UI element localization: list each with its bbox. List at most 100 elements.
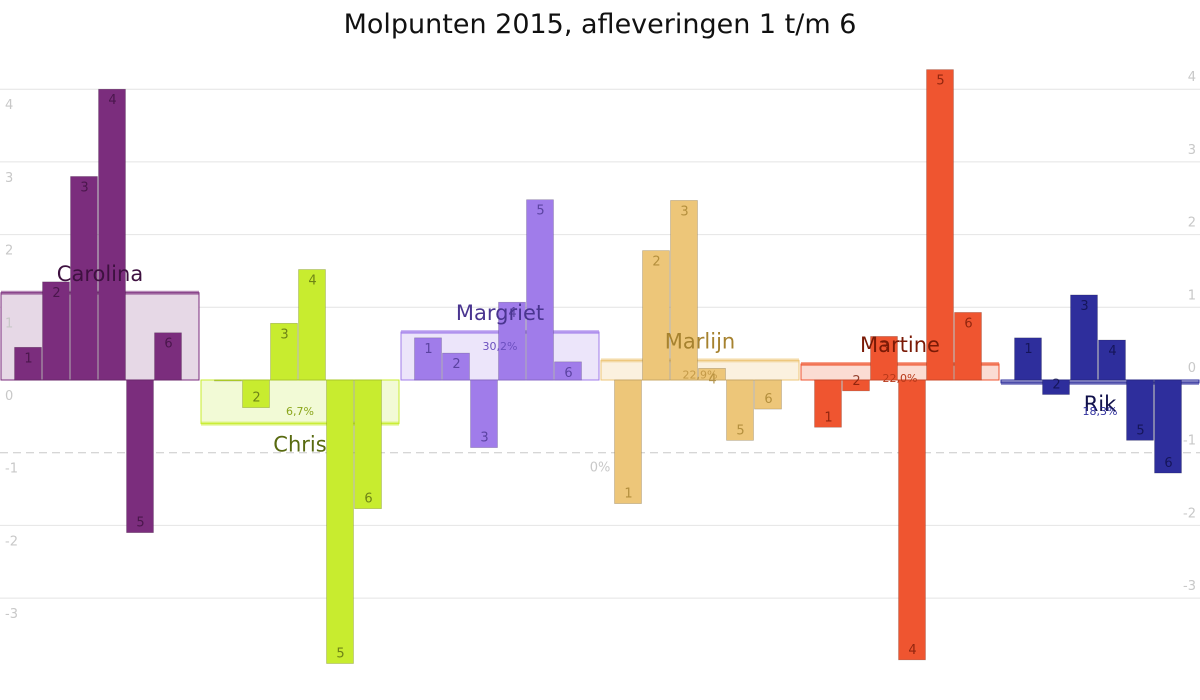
series-groups: 123456Carolina23456Chris6,7%123456Margri… bbox=[0, 69, 1200, 664]
series-name-label: Carolina bbox=[57, 262, 143, 286]
bar-label: 4 bbox=[908, 643, 916, 658]
bar bbox=[42, 281, 70, 381]
left-tick-label: 1 bbox=[5, 316, 13, 331]
bar-label: 6 bbox=[564, 366, 572, 381]
grid bbox=[0, 88, 1200, 599]
bar bbox=[614, 379, 642, 504]
bar bbox=[354, 379, 382, 509]
bar-label: 4 bbox=[308, 273, 316, 288]
bar-label: 3 bbox=[80, 180, 88, 195]
bar bbox=[954, 312, 982, 381]
bar bbox=[498, 301, 526, 381]
bar-label: 2 bbox=[652, 255, 660, 270]
series-chris: 2 3 4 5 6 Chris 6,7% bbox=[200, 269, 400, 664]
left-tick-label: 0 bbox=[5, 389, 13, 404]
bar-label: 1 bbox=[624, 487, 632, 502]
series-marlijn: 1 2 3 4 5 6 Marlijn 22,9% bbox=[600, 200, 800, 504]
bar bbox=[814, 379, 842, 428]
series-name-label: Margriet bbox=[456, 301, 544, 325]
bar-label: 6 bbox=[764, 392, 772, 407]
left-tick-label: 4 bbox=[5, 98, 13, 113]
bar-label: 1 bbox=[24, 351, 32, 366]
right-tick-label: -1 bbox=[1183, 434, 1196, 449]
bar bbox=[298, 269, 326, 381]
bar bbox=[1098, 339, 1126, 381]
bar-label: 5 bbox=[336, 647, 344, 662]
bar bbox=[470, 379, 498, 448]
bar bbox=[270, 322, 298, 381]
series-pct-label: 30,2% bbox=[483, 340, 518, 353]
bar-label: 5 bbox=[736, 423, 744, 438]
bar bbox=[554, 361, 582, 381]
bar bbox=[1014, 337, 1042, 381]
bar-label: 2 bbox=[1052, 378, 1060, 393]
bar-label: 3 bbox=[280, 327, 288, 342]
bar bbox=[698, 368, 726, 381]
bar-label: 2 bbox=[852, 374, 860, 389]
series-pct-label: 18,3% bbox=[1083, 405, 1118, 418]
bar-label: 1 bbox=[1024, 342, 1032, 357]
average-line bbox=[801, 362, 999, 367]
bar-label: 3 bbox=[480, 431, 488, 446]
right-tick-label: -3 bbox=[1183, 579, 1196, 594]
zero-pct-label: 0% bbox=[590, 461, 611, 476]
bar bbox=[526, 199, 554, 381]
right-tick-label: 1 bbox=[1188, 288, 1196, 303]
series-carolina: 1 2 3 4 5 6 Carolina bbox=[0, 88, 200, 533]
bar-label: 6 bbox=[964, 316, 972, 331]
bar bbox=[326, 379, 354, 664]
bar bbox=[1042, 379, 1070, 395]
bar-label: 6 bbox=[364, 492, 372, 507]
series-martine: 1 2 3 4 5 6 Martine 22,0% bbox=[800, 69, 1000, 661]
bar-label: 5 bbox=[136, 516, 144, 531]
bar bbox=[926, 69, 954, 381]
average-line bbox=[601, 358, 799, 363]
bar bbox=[670, 200, 698, 381]
bar bbox=[214, 379, 242, 382]
bar bbox=[414, 337, 442, 381]
bar-label: 3 bbox=[1080, 299, 1088, 314]
bar bbox=[642, 250, 670, 381]
bar-label: 2 bbox=[252, 391, 260, 406]
series-pct-label: 22,9% bbox=[683, 368, 718, 381]
series-name-label: Rik bbox=[1084, 392, 1117, 416]
bar-label: 3 bbox=[680, 204, 688, 219]
average-line bbox=[201, 421, 399, 426]
bar-label: 4 bbox=[508, 306, 516, 321]
bar bbox=[754, 379, 782, 410]
left-tick-label: -1 bbox=[5, 462, 18, 477]
series-name-label: Chris bbox=[273, 433, 326, 457]
series-name-label: Martine bbox=[860, 333, 940, 357]
bar bbox=[726, 379, 754, 441]
average-line bbox=[1001, 380, 1199, 385]
bar bbox=[898, 379, 926, 661]
bar-label: 4 bbox=[1108, 344, 1116, 359]
bar-label: 5 bbox=[936, 74, 944, 89]
series-margriet: 1 2 3 4 5 6 Margriet 30,2% bbox=[400, 199, 600, 448]
bar bbox=[242, 379, 270, 408]
bar bbox=[842, 379, 870, 392]
bar-label: 2 bbox=[452, 357, 460, 372]
bar-label: 1 bbox=[824, 410, 832, 425]
right-tick-label: -2 bbox=[1183, 506, 1196, 521]
right-tick-label: 2 bbox=[1188, 216, 1196, 231]
left-tick-label: 2 bbox=[5, 244, 13, 259]
bar-label: 2 bbox=[52, 286, 60, 301]
right-tick-label: 4 bbox=[1188, 70, 1196, 85]
bar-label: 4 bbox=[708, 372, 716, 387]
left-tick-label: -2 bbox=[5, 534, 18, 549]
bar bbox=[870, 336, 898, 381]
series-name-label: Marlijn bbox=[665, 329, 735, 353]
left-tick-label: 3 bbox=[5, 171, 13, 186]
bar bbox=[154, 332, 182, 381]
chart-title: Molpunten 2015, afleveringen 1 t/m 6 bbox=[344, 9, 857, 40]
left-tick-label: -3 bbox=[5, 607, 18, 622]
bar bbox=[126, 379, 154, 533]
axis-ticks: 4 3 2 1 0 -1 -2 -3 4 3 2 1 0 -1 -2 -3 0% bbox=[5, 70, 1196, 622]
bar bbox=[1154, 379, 1182, 474]
bar bbox=[70, 176, 98, 381]
right-tick-label: 0 bbox=[1188, 361, 1196, 376]
series-pct-label: 6,7% bbox=[286, 405, 314, 418]
